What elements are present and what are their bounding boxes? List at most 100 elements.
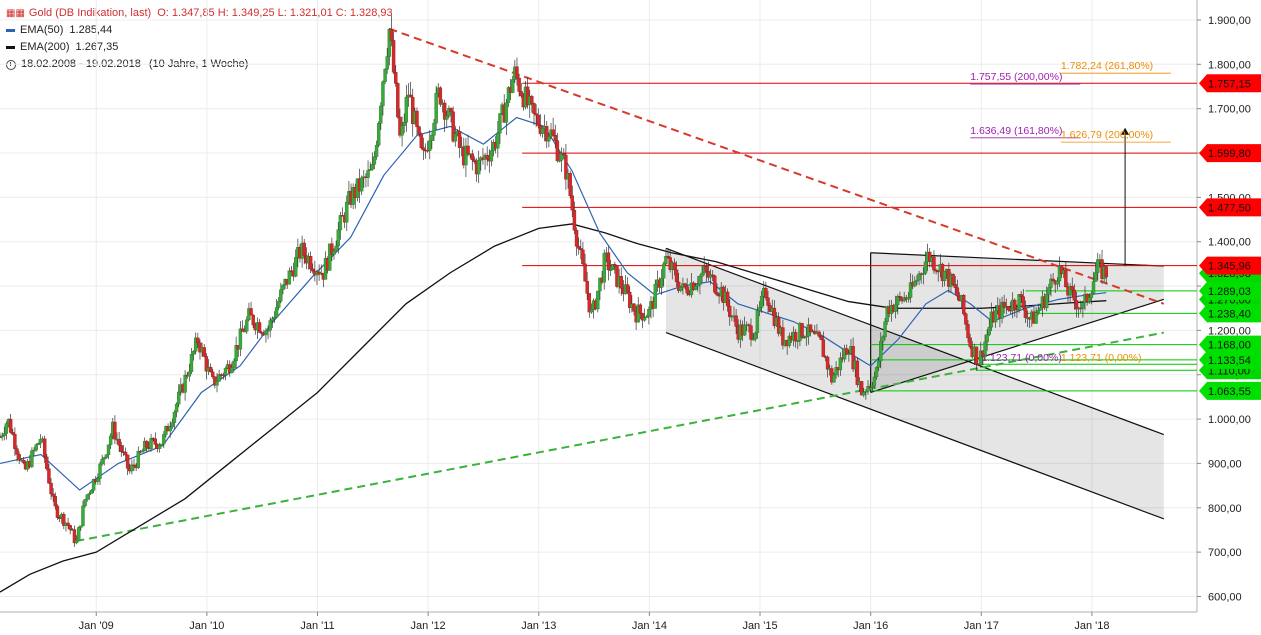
candle-down	[619, 276, 623, 289]
x-tick-label: Jan '18	[1074, 620, 1109, 632]
candle-up	[893, 304, 898, 312]
candle-down	[640, 313, 645, 321]
candle-down	[208, 366, 213, 373]
candle-up	[921, 273, 926, 275]
candle-up	[149, 438, 153, 450]
y-tick-label: 900,00	[1208, 458, 1242, 470]
candle-up	[1089, 293, 1094, 298]
candle-up	[34, 444, 38, 451]
candle-down	[817, 331, 821, 337]
candle-up	[140, 450, 145, 453]
candle-down	[555, 140, 560, 162]
triangle-fill	[870, 252, 1164, 393]
candle-up	[496, 132, 500, 149]
candle-up	[0, 435, 4, 438]
target-arrow-head	[1121, 127, 1130, 135]
price-tag-shape	[1199, 74, 1261, 93]
candle-up	[91, 479, 96, 491]
candle-down	[451, 111, 455, 142]
candle-up	[383, 69, 387, 82]
candle-up	[368, 169, 372, 171]
candle-down	[859, 381, 864, 396]
x-tick-label: Jan '12	[411, 620, 446, 632]
candle-down	[66, 522, 70, 526]
ema50-line	[0, 116, 1107, 491]
candle-down	[1074, 300, 1079, 310]
candle-down	[389, 28, 394, 41]
candle-down	[564, 154, 568, 180]
candle-down	[132, 464, 136, 467]
candle-down	[1019, 294, 1023, 297]
candle-down	[676, 281, 681, 291]
candle-down	[517, 77, 521, 92]
channel-upper-line	[665, 247, 1165, 436]
candle-down	[532, 103, 536, 114]
candle-up	[108, 435, 113, 445]
y-tick-label: 1.700,00	[1208, 104, 1251, 116]
price-tag-shape	[1199, 281, 1261, 300]
candle-up	[847, 353, 851, 355]
candle-up	[1093, 272, 1098, 282]
candle-down	[715, 292, 719, 296]
candle-down	[391, 40, 396, 73]
candle-up	[1038, 307, 1043, 311]
candle-up	[32, 449, 36, 452]
candle-down	[855, 360, 860, 385]
candle-up	[453, 133, 457, 142]
candle-up	[862, 391, 866, 396]
candle-down	[781, 327, 785, 346]
candle-up	[434, 93, 438, 124]
ema200-value: 1.267,35	[75, 41, 119, 53]
candle-up	[89, 490, 94, 494]
candle-down	[308, 256, 313, 270]
candle-up	[664, 256, 668, 265]
candle-up	[430, 134, 434, 141]
candle-down	[1064, 269, 1068, 288]
candle-up	[757, 307, 762, 311]
candle-down	[515, 66, 519, 79]
candle-up	[642, 317, 647, 321]
candle-down	[421, 147, 426, 151]
candle-up	[879, 341, 883, 362]
candle-up	[77, 527, 81, 541]
candle-down	[125, 454, 130, 469]
candle-up	[245, 319, 249, 332]
candle-up	[74, 539, 79, 544]
candle-down	[570, 195, 574, 211]
candle-down	[449, 108, 453, 113]
candle-down	[808, 324, 813, 333]
candle-up	[696, 284, 700, 287]
candle-up	[751, 338, 755, 341]
candle-down	[21, 459, 26, 463]
candle-down	[576, 246, 581, 249]
candle-up	[504, 102, 509, 123]
price-tag-shape	[1199, 198, 1261, 217]
candle-down	[419, 133, 423, 148]
price-tag-shape	[1199, 144, 1261, 163]
candle-up	[266, 330, 270, 332]
candle-up	[238, 328, 243, 350]
candle-up	[376, 123, 381, 146]
candle-down	[585, 281, 589, 294]
candle-down	[411, 96, 415, 125]
candle-up	[645, 316, 649, 318]
candle-up	[174, 403, 179, 413]
candle-up	[693, 286, 698, 290]
candle-down	[587, 293, 592, 313]
candle-up	[1047, 287, 1051, 295]
candle-up	[1096, 259, 1100, 273]
candle-down	[257, 322, 262, 333]
candle-up	[913, 281, 917, 287]
support-price-tag: 1.289,03	[1199, 281, 1261, 300]
candle-down	[8, 418, 13, 433]
candle-up	[447, 108, 451, 117]
candle-up	[742, 325, 747, 336]
candle-up	[81, 505, 85, 526]
candle-up	[866, 386, 870, 392]
candle-up	[1000, 301, 1004, 319]
x-tick-label: Jan '14	[632, 620, 667, 632]
support-price-tag: 1.063,55	[1199, 381, 1261, 400]
candle-down	[530, 96, 534, 104]
candle-up	[274, 307, 279, 318]
candle-up	[874, 367, 879, 378]
